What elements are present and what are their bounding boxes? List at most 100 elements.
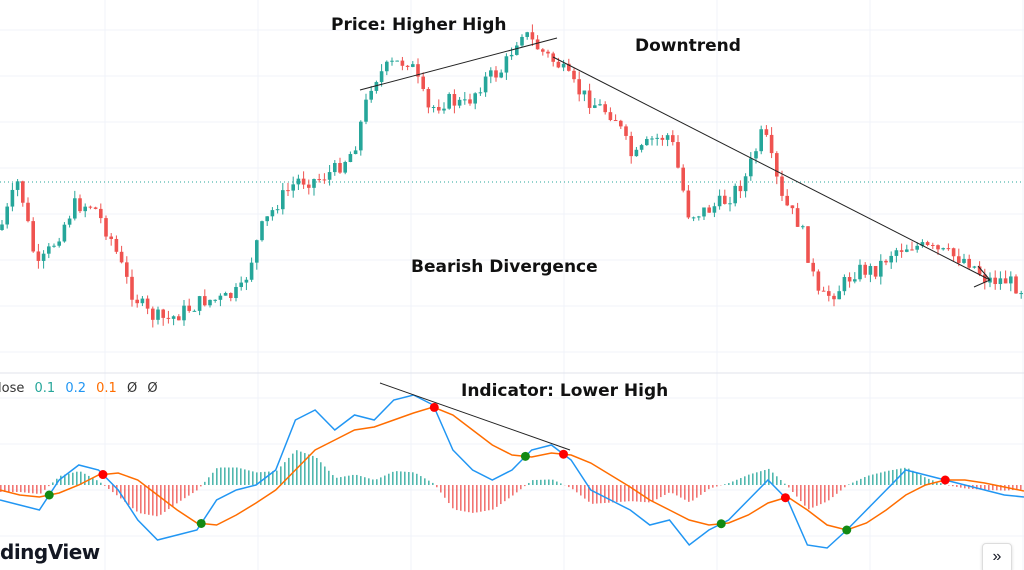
candle-body [629,135,633,157]
bearish-cross-dot [559,449,569,459]
histogram-bar [28,485,30,493]
candle-body [109,236,113,239]
indicator-legend[interactable]: lose 0.1 0.2 0.1 Ø Ø [0,381,164,396]
candle-body [515,45,519,55]
legend-value-4: Ø [126,381,138,396]
histogram-bar [284,462,286,485]
histogram-bar [336,477,338,485]
histogram-bar [72,472,74,485]
candle-body [483,76,488,93]
candle-body [821,290,826,292]
candle-body [99,208,103,219]
candle-body [187,305,191,311]
histogram-bar [584,485,586,499]
candle-body [842,277,847,292]
candle-body [197,296,202,311]
candle-body [265,216,269,222]
histogram-bar [680,485,682,498]
lower-high-label: Indicator: Lower High [461,381,669,401]
histogram-bar [724,484,726,485]
candle-body [608,112,613,121]
histogram-bar [580,485,582,496]
histogram-bar [236,467,238,485]
histogram-bar [512,485,514,496]
histogram-bar [1016,485,1018,490]
histogram-bar [212,472,214,485]
candle-body [780,176,784,196]
histogram-bar [248,470,250,485]
histogram-bar [484,485,486,511]
candle-body [203,296,207,306]
candle-body [743,176,748,192]
higher-high-label: Price: Higher High [331,15,507,35]
histogram-bar [216,468,218,485]
histogram-bar [272,471,274,485]
histogram-bar [420,476,422,485]
histogram-bar [56,478,58,485]
histogram-bar [480,485,482,512]
histogram-bar [328,470,330,485]
histogram-bar [840,485,842,491]
candle-body [645,138,649,146]
histogram-bar [828,485,830,501]
histogram-bar [804,485,806,506]
histogram-bar [320,462,322,485]
candle-body [520,36,524,46]
scroll-to-realtime-button[interactable]: » [982,543,1012,570]
histogram-bar [24,485,26,493]
histogram-bar [412,472,414,485]
histogram-bar [456,485,458,511]
histogram-bar [424,478,426,485]
candle-body [1019,293,1023,295]
histogram-bar [112,485,114,493]
histogram-bar [124,485,126,502]
histogram-bar [432,482,434,485]
histogram-bar [312,455,314,485]
histogram-bar [516,485,518,493]
candle-body [951,248,956,257]
histogram-bar [768,468,770,485]
histogram-bar [492,485,494,510]
histogram-bar [128,485,130,505]
candle-body [0,224,4,230]
candle-body [93,207,98,209]
candle-body [171,316,176,319]
higher-high-trendline[interactable] [359,37,558,91]
histogram-bar [624,485,626,502]
histogram-bar [616,485,618,503]
candle-body [827,291,831,296]
bearish-cross-dot [940,475,950,485]
candle-body [936,245,940,250]
candle-body [801,226,805,228]
candle-body [291,184,295,191]
histogram-bar [496,485,498,507]
downtrend-trendline[interactable] [552,56,991,281]
histogram-bar [300,451,302,485]
histogram-bar [792,485,794,492]
histogram-bar [908,468,910,485]
histogram-bar [612,485,614,503]
histogram-bar [820,485,822,505]
histogram-bar [620,485,622,502]
histogram-bar [940,483,942,485]
histogram-bar [368,478,370,485]
tradingview-logo[interactable]: dingView [0,540,100,564]
candle-body [541,49,545,52]
candle-body [379,71,384,83]
histogram-bar [868,475,870,485]
candle-body [967,258,971,268]
histogram-bar [164,485,166,512]
bearish-divergence-label: Bearish Divergence [411,257,598,277]
histogram-bar [916,472,918,485]
bullish-cross-dot [520,451,530,461]
histogram-bar [808,485,810,510]
histogram-bar [504,485,506,502]
candle-body [665,135,670,140]
histogram-bar [144,485,146,515]
candle-body [457,99,462,106]
candle-body [213,299,217,301]
lower-high-trendline[interactable] [379,382,571,451]
histogram-bar [648,485,650,503]
